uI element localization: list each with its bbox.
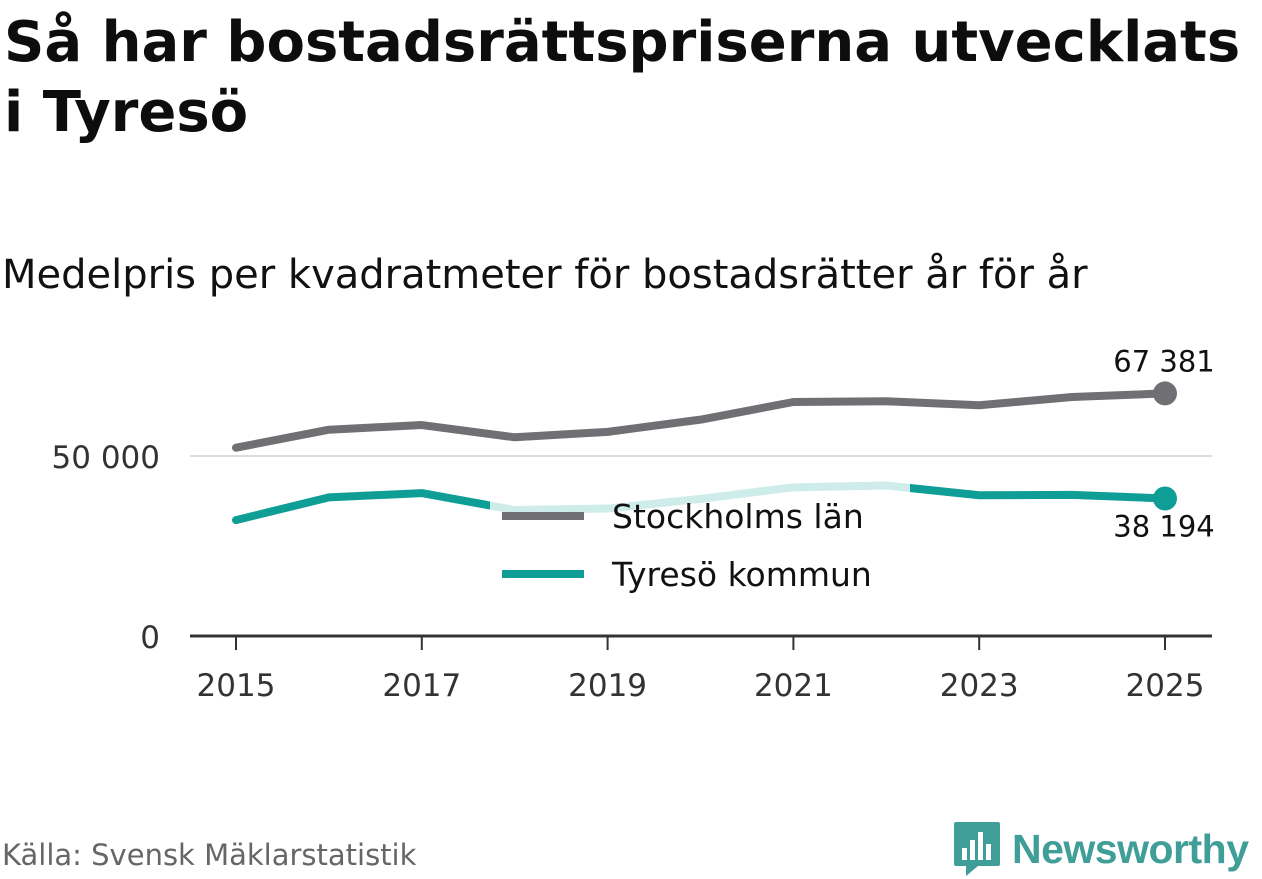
x-tick-label: 2015 [197,668,276,704]
series-end-dot [1153,381,1177,406]
x-tick-label: 2023 [940,668,1019,704]
newsworthy-logo: Newsworthy [952,820,1249,878]
chart-title: Så har bostadsrättspriserna utvecklats i… [4,10,1241,145]
x-tick-label: 2021 [754,668,833,704]
series-line-stockholms-lan [232,389,1169,452]
series-end-dot [1153,486,1177,511]
axes: 0 50 000 2015 2017 2019 2021 2023 2025 [52,440,1212,704]
series-end-label: 67 381 [1113,344,1214,378]
legend-label: Stockholms län [612,497,864,536]
x-tick-label: 2017 [382,668,461,704]
source-note: Källa: Svensk Mäklarstatistik [2,838,417,872]
legend-label: Tyresö kommun [611,555,872,594]
data-labels: 67 381 38 194 [1113,344,1214,543]
y-tick-label: 50 000 [52,440,160,476]
x-tick-label: 2019 [568,668,647,704]
series-end-label: 38 194 [1113,510,1214,544]
newsworthy-logo-text: Newsworthy [1012,825,1249,872]
legend-backdrop [490,478,910,538]
legend: Stockholms län Tyresö kommun [490,478,910,594]
y-tick-label: 0 [140,620,160,656]
x-tick-label: 2025 [1126,668,1205,704]
chart-subtitle: Medelpris per kvadratmeter för bostadsrä… [2,252,1088,298]
newsworthy-logo-icon [954,822,1000,876]
